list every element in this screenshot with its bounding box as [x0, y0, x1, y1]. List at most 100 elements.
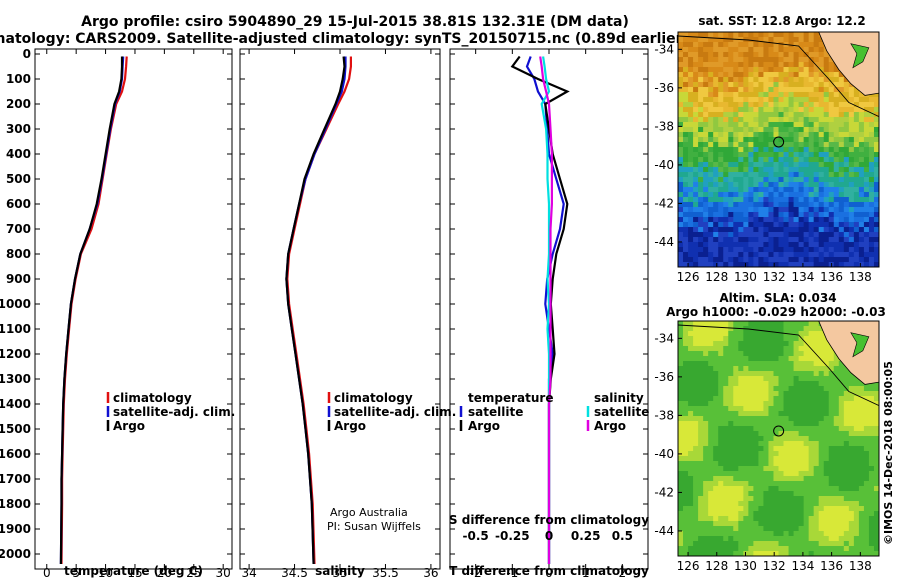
map-cell [868, 107, 875, 113]
map-cell [863, 97, 870, 103]
map-cell [808, 431, 815, 437]
map-cell [798, 82, 805, 88]
map-cell [803, 262, 810, 267]
map-cell [698, 187, 704, 193]
map-cell [718, 476, 724, 482]
map-cell [678, 521, 684, 527]
map-cell [828, 481, 835, 487]
map-cell [733, 87, 739, 93]
map-cell [738, 147, 744, 153]
map-cell [853, 177, 860, 183]
map-cell [788, 541, 794, 547]
map-cell [838, 416, 845, 422]
depth-tick-label: 600 [6, 197, 31, 211]
map-cell [693, 371, 699, 377]
map-cell [708, 182, 714, 188]
map-cell [708, 112, 714, 118]
map-cell [788, 461, 794, 467]
map-cell [718, 242, 724, 248]
map-cell [728, 506, 734, 512]
map-cell [743, 142, 749, 148]
map-cell [853, 531, 860, 537]
map-cell [798, 227, 805, 233]
map-cell [748, 516, 754, 522]
map-cell [698, 172, 704, 178]
map-cell [828, 546, 835, 552]
map-cell [783, 531, 789, 537]
map-cell [848, 132, 855, 138]
map-cell [818, 426, 825, 432]
map-cell [838, 257, 845, 263]
map-cell [818, 441, 825, 447]
map-cell [733, 546, 739, 552]
map-cell [818, 252, 825, 258]
sla-map-title: Altim. SLA: 0.034 [719, 291, 836, 305]
map-cell [843, 536, 850, 542]
map-cell [838, 197, 845, 203]
map-cell [858, 426, 865, 432]
map-cell [813, 102, 820, 108]
map-cell [823, 157, 830, 163]
map-cell [818, 421, 825, 427]
map-cell [858, 122, 865, 128]
map-cell [818, 162, 825, 168]
map-cell [768, 526, 774, 532]
map-cell [853, 227, 860, 233]
map-cell [773, 262, 779, 267]
map-cell [738, 421, 744, 427]
map-cell [778, 142, 784, 148]
map-cell [678, 107, 684, 113]
map-cell [788, 416, 794, 422]
map-cell [708, 466, 714, 472]
map-cell [753, 142, 759, 148]
map-cell [863, 112, 870, 118]
map-cell [753, 486, 759, 492]
map-cell [728, 137, 734, 143]
map-cell [843, 476, 850, 482]
map-cell [828, 112, 835, 118]
map-cell [718, 192, 724, 198]
map-cell [823, 536, 830, 542]
temperature-plot-frame [34, 48, 233, 570]
map-cell [778, 416, 784, 422]
map-cell [783, 361, 789, 367]
map-cell [743, 177, 749, 183]
map-cell [718, 182, 724, 188]
map-cell [733, 122, 739, 128]
map-cell [783, 62, 789, 68]
map-cell [798, 152, 805, 158]
map-cell [763, 401, 769, 407]
map-cell [858, 157, 865, 163]
map-cell [738, 496, 744, 502]
map-cell [843, 167, 850, 173]
map-cell [778, 526, 784, 532]
map-cell [703, 446, 709, 452]
map-cell [723, 466, 729, 472]
map-cell [833, 177, 840, 183]
map-cell [688, 187, 694, 193]
map-cell [723, 356, 729, 362]
map-cell [823, 486, 830, 492]
map-cell [758, 97, 764, 103]
map-cell [833, 152, 840, 158]
map-cell [778, 152, 784, 158]
map-cell [683, 456, 689, 462]
map-cell [728, 182, 734, 188]
map-cell [738, 371, 744, 377]
map-cell [758, 42, 764, 48]
map-cell [793, 192, 800, 198]
map-cell [828, 202, 835, 208]
map-cell [683, 202, 689, 208]
map-cell [788, 162, 794, 168]
map-cell [773, 321, 779, 327]
map-cell [688, 57, 694, 63]
depth-tick-label: 1800 [0, 497, 31, 511]
map-cell [808, 451, 815, 457]
map-cell [693, 426, 699, 432]
map-cell [733, 481, 739, 487]
map-cell [753, 97, 759, 103]
map-cell [798, 132, 805, 138]
map-cell [848, 197, 855, 203]
map-cell [733, 157, 739, 163]
map-cell [738, 471, 744, 477]
